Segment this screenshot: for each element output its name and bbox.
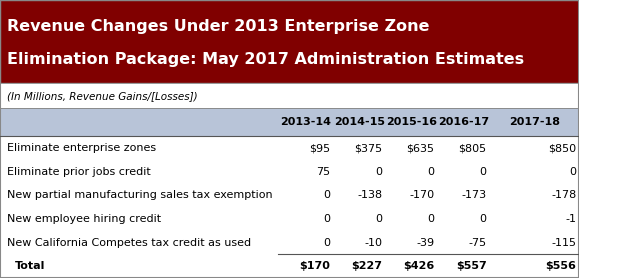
Bar (0, 160, 579, 183)
Text: 0: 0 (479, 214, 487, 224)
Text: 0: 0 (375, 167, 383, 177)
Text: 75: 75 (316, 167, 330, 177)
Text: 0: 0 (427, 167, 435, 177)
Text: -170: -170 (409, 190, 435, 200)
Text: 2016-17: 2016-17 (438, 117, 489, 127)
Text: New employee hiring credit: New employee hiring credit (7, 214, 161, 224)
Text: $556: $556 (546, 261, 576, 271)
Text: -115: -115 (551, 238, 576, 247)
Text: $557: $557 (456, 261, 487, 271)
Text: -138: -138 (357, 190, 383, 200)
Bar (0, 83, 579, 108)
Text: Eliminate prior jobs credit: Eliminate prior jobs credit (7, 167, 151, 177)
Text: -178: -178 (551, 190, 576, 200)
Text: 0: 0 (324, 214, 330, 224)
Text: 0: 0 (375, 214, 383, 224)
Text: $227: $227 (351, 261, 383, 271)
Bar (0, 207, 579, 231)
Text: 2017-18: 2017-18 (509, 117, 560, 127)
Text: $95: $95 (309, 143, 330, 153)
Text: $850: $850 (548, 143, 576, 153)
Text: $635: $635 (407, 143, 435, 153)
Bar (0, 183, 579, 207)
Text: 0: 0 (324, 190, 330, 200)
Text: 0: 0 (324, 238, 330, 247)
Text: 0: 0 (479, 167, 487, 177)
Text: -173: -173 (461, 190, 487, 200)
Text: (In Millions, Revenue Gains/[Losses]): (In Millions, Revenue Gains/[Losses]) (7, 91, 197, 101)
Text: -75: -75 (469, 238, 487, 247)
Text: -39: -39 (417, 238, 435, 247)
Bar (0, 254, 579, 278)
Text: $375: $375 (354, 143, 383, 153)
Bar (0, 108, 579, 136)
Text: New California Competes tax credit as used: New California Competes tax credit as us… (7, 238, 251, 247)
Text: $426: $426 (403, 261, 435, 271)
Text: Revenue Changes Under 2013 Enterprise Zone: Revenue Changes Under 2013 Enterprise Zo… (7, 19, 430, 34)
Bar (0, 136, 579, 160)
Text: 2015-16: 2015-16 (386, 117, 437, 127)
Text: Eliminate enterprise zones: Eliminate enterprise zones (7, 143, 156, 153)
Bar (0, 231, 579, 254)
Text: 2013-14: 2013-14 (280, 117, 331, 127)
Text: 2014-15: 2014-15 (333, 117, 385, 127)
Text: Total: Total (14, 261, 45, 271)
Text: -10: -10 (365, 238, 383, 247)
Text: 0: 0 (569, 167, 576, 177)
Text: Elimination Package: May 2017 Administration Estimates: Elimination Package: May 2017 Administra… (7, 52, 524, 67)
Bar (0, 0, 579, 83)
Text: -1: -1 (566, 214, 576, 224)
Text: 0: 0 (427, 214, 435, 224)
Text: $805: $805 (458, 143, 487, 153)
Text: $170: $170 (299, 261, 330, 271)
Text: New partial manufacturing sales tax exemption: New partial manufacturing sales tax exem… (7, 190, 273, 200)
